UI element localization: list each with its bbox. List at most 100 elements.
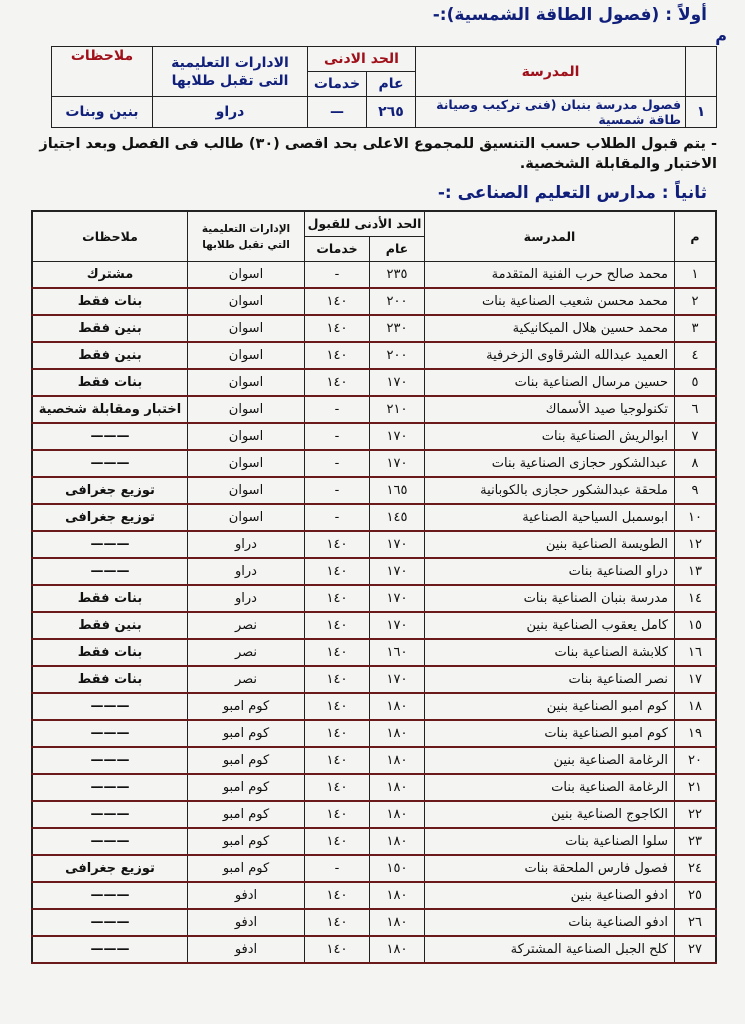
table-row: ١٨ كوم امبو الصناعية بنين ١٨٠ ١٤٠ كوم امبو ——… <box>31 692 717 721</box>
row-school: كوم امبو الصناعية بنات <box>424 719 675 748</box>
row-general: ٢٦٥ <box>366 96 416 128</box>
table-row: ٢٣ سلوا الصناعية بنات ١٨٠ ١٤٠ كوم امبو ——— <box>31 827 717 856</box>
header-school: المدرسة <box>424 210 675 262</box>
row-services: ١٤٠ <box>304 800 370 829</box>
row-admin: ادفو <box>187 908 305 937</box>
table-row: ١٤ مدرسة بنبان الصناعية بنات ١٧٠ ١٤٠ دراو بنا… <box>31 584 717 613</box>
row-school: ادفو الصناعية بنات <box>424 908 675 937</box>
row-services: ١٤٠ <box>304 719 370 748</box>
row-num: ٨ <box>674 449 717 478</box>
row-school: العميد عبدالله الشرقاوى الزخرفية <box>424 341 675 370</box>
table-row: ٧ ابوالريش الصناعية بنات ١٧٠- اسوان ——— <box>31 422 717 451</box>
row-general: ١٧٠ <box>369 611 425 640</box>
row-notes: ——— <box>31 449 188 478</box>
row-general: ١٧٠ <box>369 422 425 451</box>
section2-title: ثانياً : مدارس التعليم الصناعى :- <box>437 183 707 203</box>
header-school: المدرسة <box>415 46 686 97</box>
row-school: سلوا الصناعية بنات <box>424 827 675 856</box>
row-school: دراو الصناعية بنات <box>424 557 675 586</box>
num-header: م <box>715 26 727 45</box>
header-services: خدمات <box>307 71 367 97</box>
row-notes: بنين فقط <box>31 341 188 370</box>
row-num: ١٣ <box>674 557 717 586</box>
row-general: ٢٣٠ <box>369 314 425 343</box>
row-school: ملحقة عبدالشكور حجازى بالكوبانية <box>424 476 675 505</box>
row-admin: كوم امبو <box>187 827 305 856</box>
row-services: ١٤٠ <box>304 881 370 910</box>
row-services: ١٤٠ <box>304 908 370 937</box>
row-services: ١٤٠ <box>304 692 370 721</box>
table-row: ٢ محمد محسن شعيب الصناعية بنات ٢٠٠ ١٤٠ اسوان… <box>31 287 717 316</box>
row-num: ١٧ <box>674 665 717 694</box>
row-admin: اسوان <box>187 341 305 370</box>
table-row: ١ محمد صالح حرب الفنية المتقدمة ٢٣٥- اسوان م… <box>31 261 717 289</box>
admission-note: - يتم قبول الطلاب حسب التنسيق للمجموع ال… <box>39 136 717 172</box>
industrial-schools-table: م المدرسة الحد الأدنى للقبول الإدارات ال… <box>31 210 717 964</box>
row-general: ١٨٠ <box>369 773 425 802</box>
row-admin: كوم امبو <box>187 773 305 802</box>
row-notes: ——— <box>31 800 188 829</box>
row-admin: نصر <box>187 611 305 640</box>
row-school: كوم امبو الصناعية بنين <box>424 692 675 721</box>
row-services: — <box>307 96 367 128</box>
solar-table: المدرسة الحد الادنى الادارات التعليمية ا… <box>51 46 717 128</box>
row-general: ٢٠٠ <box>369 341 425 370</box>
table-row: ٢٠ الرغامة الصناعية بنين ١٨٠ ١٤٠ كوم امبو ——— <box>31 746 717 775</box>
row-general: ١٨٠ <box>369 692 425 721</box>
row-notes: توزيع جغرافى <box>31 503 188 532</box>
row-num: ١ <box>685 96 717 128</box>
row-num: ٢٤ <box>674 854 717 883</box>
row-services: ١٤٠ <box>304 665 370 694</box>
table-row: ٩ ملحقة عبدالشكور حجازى بالكوبانية ١٦٥- اسو… <box>31 476 717 505</box>
header-notes: ملاحظات <box>51 46 153 97</box>
table-row: ١٢ الطويسة الصناعية بنين ١٧٠ ١٤٠ دراو ——— <box>31 530 717 559</box>
row-admin: اسوان <box>187 395 305 424</box>
header-general: عام <box>366 71 416 97</box>
header-num: م <box>674 210 717 262</box>
row-school: كلابشة الصناعية بنات <box>424 638 675 667</box>
row-services: ١٤٠ <box>304 773 370 802</box>
table-row: ١٠ ابوسمبل السياحية الصناعية ١٤٥- اسوان توزي… <box>31 503 717 532</box>
row-school: ابوسمبل السياحية الصناعية <box>424 503 675 532</box>
row-num: ٦ <box>674 395 717 424</box>
row-school: محمد حسين هلال الميكانيكية <box>424 314 675 343</box>
row-services: ١٤٠ <box>304 314 370 343</box>
row-admin: اسوان <box>187 422 305 451</box>
header-notes: ملاحظات <box>31 210 188 262</box>
row-notes: ——— <box>31 557 188 586</box>
row-services: ١٤٠ <box>304 935 370 964</box>
row-notes: بنين وبنات <box>51 96 153 128</box>
row-services: - <box>304 476 370 505</box>
row-school: كلح الجبل الصناعية المشتركة <box>424 935 675 964</box>
row-num: ٢ <box>674 287 717 316</box>
row-general: ١٨٠ <box>369 800 425 829</box>
row-services: ١٤٠ <box>304 368 370 397</box>
row-services: - <box>304 449 370 478</box>
row-admin: اسوان <box>187 476 305 505</box>
row-general: ١٧٠ <box>369 557 425 586</box>
row-num: ١٥ <box>674 611 717 640</box>
row-admin: نصر <box>187 665 305 694</box>
row-school: ادفو الصناعية بنين <box>424 881 675 910</box>
row-num: ٢٠ <box>674 746 717 775</box>
table-row: ٢٢ الكاجوج الصناعية بنين ١٨٠ ١٤٠ كوم امبو ——— <box>31 800 717 829</box>
row-admin: دراو <box>187 557 305 586</box>
row-num: ٣ <box>674 314 717 343</box>
row-general: ١٨٠ <box>369 827 425 856</box>
row-notes: اختبار ومقابلة شخصية <box>31 395 188 424</box>
row-num: ١٢ <box>674 530 717 559</box>
row-services: - <box>304 422 370 451</box>
row-notes: ——— <box>31 908 188 937</box>
row-admin: اسوان <box>187 449 305 478</box>
row-general: ١٨٠ <box>369 746 425 775</box>
row-general: ١٨٠ <box>369 908 425 937</box>
header-general: عام <box>369 236 425 262</box>
row-admin: دراو <box>152 96 308 128</box>
row-num: ١٠ <box>674 503 717 532</box>
row-admin: اسوان <box>187 368 305 397</box>
row-school: ابوالريش الصناعية بنات <box>424 422 675 451</box>
row-admin: ادفو <box>187 935 305 964</box>
table-row: ٢٧ كلح الجبل الصناعية المشتركة ١٨٠ ١٤٠ ادفو —… <box>31 935 717 964</box>
row-num: ٩ <box>674 476 717 505</box>
table-row: ٦ تكنولوجيا صيد الأسماك ٢١٠- اسوان اختبار وم… <box>31 395 717 424</box>
